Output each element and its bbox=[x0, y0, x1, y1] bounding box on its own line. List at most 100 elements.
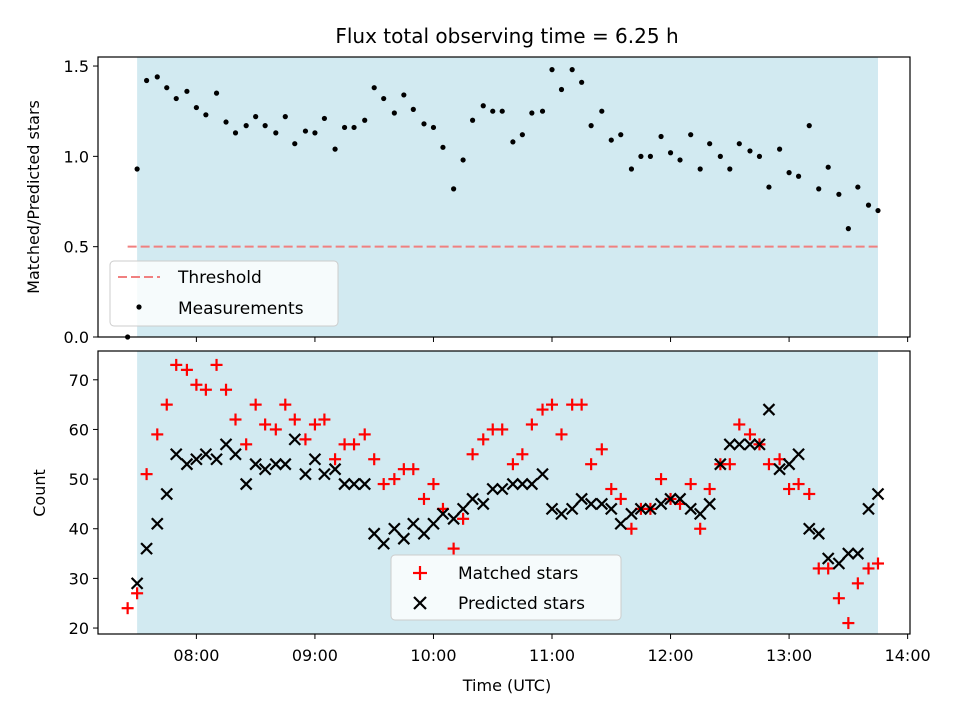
predicted-star-point bbox=[575, 492, 588, 506]
measurement-point bbox=[836, 191, 842, 197]
predicted-star-point bbox=[495, 482, 509, 496]
legend-matched-label: Matched stars bbox=[458, 564, 578, 584]
measurement-point bbox=[253, 114, 259, 120]
measurement-point bbox=[213, 90, 220, 96]
predicted-star-point bbox=[733, 438, 746, 451]
measurement-point bbox=[460, 157, 466, 163]
matched-star-point bbox=[318, 413, 331, 426]
matched-star-point bbox=[466, 448, 479, 461]
measurement-point bbox=[351, 124, 357, 131]
predicted-star-point bbox=[160, 487, 174, 501]
matched-star-point bbox=[803, 487, 816, 500]
matched-star-point bbox=[516, 448, 529, 461]
matched-star-point bbox=[160, 398, 173, 411]
matched-star-point bbox=[299, 433, 312, 446]
predicted-star-point bbox=[140, 542, 153, 555]
measurement-point bbox=[193, 104, 199, 111]
measurement-point bbox=[203, 112, 209, 118]
y-tick-label: 0.0 bbox=[64, 328, 89, 347]
predicted-star-point bbox=[832, 557, 846, 570]
matched-star-point bbox=[447, 542, 460, 555]
measurement-point bbox=[806, 123, 812, 129]
predicted-star-point bbox=[743, 438, 757, 451]
predicted-star-point bbox=[654, 497, 668, 511]
measurement-point bbox=[451, 186, 457, 192]
measurement-point bbox=[341, 124, 348, 131]
measurement-point bbox=[529, 110, 535, 116]
matched-star-point bbox=[605, 483, 618, 496]
measurement-point bbox=[628, 166, 635, 172]
x-tick-label: 14:00 bbox=[885, 646, 931, 665]
measurement-point bbox=[747, 148, 753, 154]
measurement-point bbox=[440, 144, 446, 150]
predicted-star-point bbox=[180, 457, 194, 471]
predicted-star-point bbox=[476, 497, 490, 511]
measurement-point bbox=[144, 77, 150, 84]
matched-star-point bbox=[595, 443, 608, 456]
measurement-point bbox=[510, 139, 516, 145]
matched-star-point bbox=[348, 438, 361, 451]
matched-star-point bbox=[723, 458, 736, 471]
matched-star-point bbox=[259, 418, 272, 431]
measurement-point bbox=[480, 103, 486, 109]
measurement-point bbox=[519, 132, 525, 138]
measurement-point bbox=[184, 88, 190, 94]
matched-star-point bbox=[240, 438, 253, 451]
x-tick-label: 12:00 bbox=[647, 646, 693, 665]
counts-y-ticks: 20 30 40 50 60 70 bbox=[69, 371, 98, 638]
measurement-point bbox=[539, 108, 546, 114]
x-tick-label: 09:00 bbox=[292, 646, 338, 665]
measurement-point bbox=[381, 95, 387, 102]
measurement-point bbox=[825, 164, 831, 170]
measurement-point bbox=[391, 110, 397, 116]
counts-axes-frame bbox=[97, 350, 911, 635]
y-tick-label: 70 bbox=[69, 371, 89, 390]
measurement-point bbox=[786, 170, 792, 176]
measurement-point bbox=[777, 146, 783, 152]
ratio-axes-frame bbox=[97, 56, 911, 338]
predicted-star-point bbox=[318, 467, 331, 481]
measurement-point bbox=[430, 124, 437, 131]
measurement-point bbox=[766, 184, 772, 190]
predicted-star-point bbox=[525, 477, 539, 491]
predicted-star-point bbox=[199, 447, 213, 461]
measurement-point bbox=[262, 123, 268, 129]
matched-star-point bbox=[783, 483, 796, 496]
predicted-star-point bbox=[377, 537, 390, 550]
measurement-point bbox=[688, 132, 694, 138]
predicted-star-point bbox=[249, 457, 262, 471]
predicted-star-point bbox=[644, 502, 657, 516]
measurement-point bbox=[588, 123, 594, 129]
predicted-star-point bbox=[812, 527, 826, 540]
measurement-point bbox=[717, 153, 723, 159]
x-tick-label: 08:00 bbox=[173, 646, 219, 665]
matched-star-point bbox=[151, 428, 164, 441]
predicted-star-point bbox=[684, 502, 697, 516]
legend-threshold-label: Threshold bbox=[177, 268, 262, 288]
predicted-star-point bbox=[258, 462, 272, 476]
x-axis-title: Time (UTC) bbox=[462, 676, 551, 695]
counts-legend-box bbox=[390, 554, 622, 621]
matched-star-point bbox=[427, 478, 440, 491]
predicted-star-point bbox=[536, 467, 549, 481]
measurement-point bbox=[312, 130, 318, 136]
measurement-point bbox=[232, 130, 239, 136]
measurement-point bbox=[401, 92, 407, 98]
measurement-point bbox=[599, 108, 605, 114]
matched-star-point bbox=[131, 587, 144, 600]
matched-star-point bbox=[703, 483, 716, 496]
y-tick-label: 20 bbox=[69, 619, 89, 638]
measurement-point bbox=[292, 141, 298, 147]
matched-star-point bbox=[842, 617, 855, 630]
matched-star-point bbox=[190, 378, 203, 391]
predicted-star-point bbox=[427, 517, 440, 531]
predicted-star-point bbox=[279, 457, 292, 471]
matched-star-point bbox=[279, 398, 292, 411]
predicted-star-point bbox=[169, 447, 183, 461]
matched-star-point bbox=[140, 468, 153, 481]
measurement-point bbox=[667, 150, 674, 156]
measurement-point bbox=[727, 166, 733, 172]
predicted-star-point bbox=[417, 527, 431, 540]
matched-star-point bbox=[546, 398, 559, 411]
